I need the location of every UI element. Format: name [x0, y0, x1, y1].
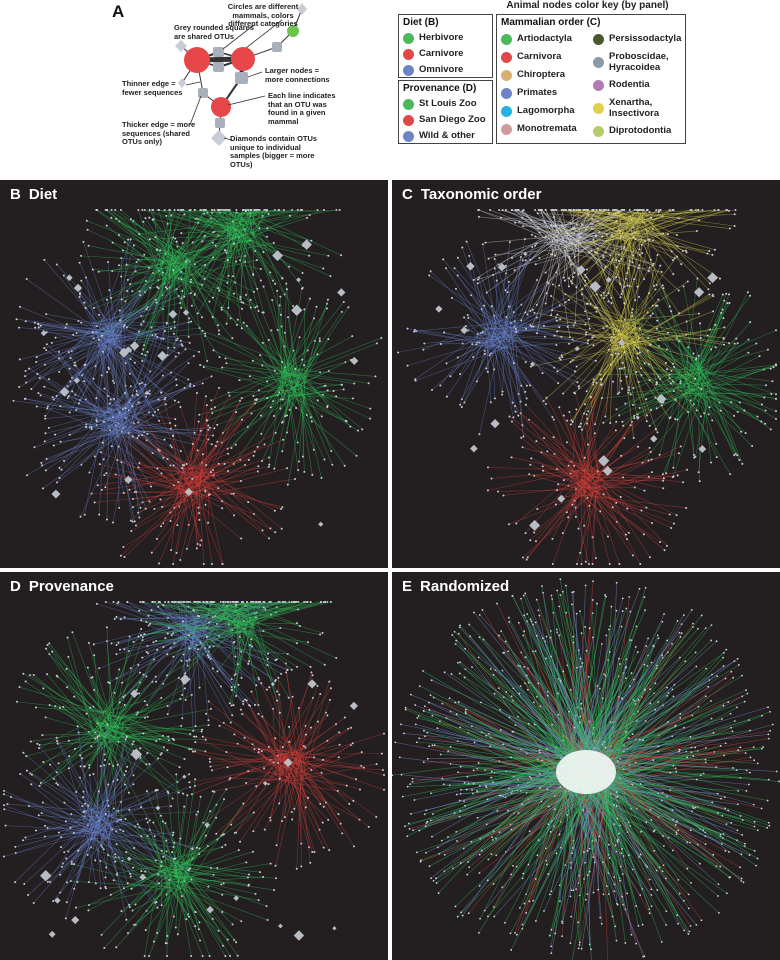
legend-item: St Louis Zoo	[399, 97, 492, 113]
legend-item: Diprotodontia	[589, 124, 685, 140]
legend-item: Artiodactyla	[497, 32, 589, 48]
legend-label: Carnivore	[419, 48, 464, 59]
color-swatch	[403, 49, 414, 60]
legend-label: Primates	[517, 87, 558, 98]
annotation-squares: Grey rounded squares are shared OTUs	[174, 23, 255, 41]
legend-item: Rodentia	[589, 78, 685, 94]
color-swatch	[501, 34, 512, 45]
legend-diet-box: Diet (B) Herbivore Carnivore Omnivore	[398, 14, 493, 78]
legend-label: Xenartha, Insectivora	[609, 97, 660, 119]
panel-a-letter: A	[112, 2, 125, 21]
panel-title: Provenance	[28, 578, 114, 595]
color-swatch	[403, 65, 414, 76]
legend-item: San Diego Zoo	[399, 113, 492, 129]
panel-a: A	[0, 0, 390, 178]
annotation-thicker-edge: Thicker edge = more sequences (shared OT…	[122, 120, 196, 146]
legend-item: Chiroptera	[497, 68, 589, 84]
legend-label: Chiroptera	[517, 69, 566, 80]
annotation-larger-nodes: Larger nodes = more connections	[265, 66, 330, 84]
color-swatch	[593, 57, 604, 68]
color-swatch	[593, 126, 604, 137]
legend-label: Herbivore	[419, 32, 464, 43]
panel-title: Randomized	[420, 578, 510, 595]
legend-label: Proboscidae, Hyracoidea	[609, 51, 669, 73]
color-swatch	[403, 99, 414, 110]
legend-label: Artiodactyla	[517, 33, 572, 44]
color-swatch	[501, 106, 512, 117]
legend-label: Omnivore	[419, 64, 464, 75]
color-swatch	[593, 34, 604, 45]
panel-c-taxonomic-order: C Taxonomic order	[392, 180, 780, 568]
legend-label: Rodentia	[609, 79, 650, 90]
panel-letter: E	[402, 578, 413, 595]
panel-title: Taxonomic order	[420, 186, 542, 203]
legend-item: Monotremata	[497, 122, 589, 138]
legend-item: Proboscidae, Hyracoidea	[589, 50, 685, 76]
legend-item: Herbivore	[399, 31, 492, 47]
legend-label: Wild & other	[419, 130, 475, 141]
network-graph	[397, 209, 777, 565]
legend-item: Wild & other	[399, 129, 492, 145]
legend-order-title: Mammalian order (C)	[501, 17, 601, 28]
legend-order-box: Mammalian order (C) Artiodactyla Carnivo…	[496, 14, 686, 144]
panel-b-diet: B Diet	[0, 180, 388, 568]
legend-item: Carnivore	[399, 47, 492, 63]
color-swatch	[403, 33, 414, 44]
legend-item: Carnivora	[497, 50, 589, 66]
color-swatch	[501, 52, 512, 63]
legend-label: St Louis Zoo	[419, 98, 477, 109]
legend-label: Persissodactyla	[609, 33, 682, 44]
legend-label: Diprotodontia	[609, 125, 672, 136]
panel-d-provenance: D Provenance	[0, 572, 388, 960]
panel-letter: D	[10, 578, 21, 595]
panel-d-title: D Provenance	[10, 578, 114, 595]
legend-item: Lagomorpha	[497, 104, 589, 120]
color-swatch	[501, 70, 512, 81]
legend-diet-title: Diet (B)	[403, 17, 439, 28]
legend-label: Carnivora	[517, 51, 562, 62]
annotation-each-line: Each line indicates that an OTU was foun…	[268, 91, 336, 126]
annotation-diamonds: Diamonds contain OTUs unique to individu…	[230, 134, 318, 169]
color-swatch	[501, 124, 512, 135]
panel-e-title: E Randomized	[402, 578, 509, 595]
panel-b-title: B Diet	[10, 186, 57, 203]
color-swatch	[593, 80, 604, 91]
panel-title: Diet	[28, 186, 58, 203]
panel-a-schematic	[175, 3, 307, 146]
network-graph	[12, 209, 383, 565]
legend-provenance-box: Provenance (D) St Louis Zoo San Diego Zo…	[398, 80, 493, 144]
panel-letter: C	[402, 186, 413, 203]
network-graph	[3, 601, 385, 957]
network-graph	[392, 578, 780, 960]
panel-letter: B	[10, 186, 21, 203]
color-swatch	[593, 103, 604, 114]
annotation-circles: Circles are different mammals, colors di…	[227, 2, 299, 28]
annotation-thinner-edge: Thinner edge = fewer sequences	[122, 79, 183, 97]
panel-e-randomized: E Randomized	[392, 572, 780, 960]
color-swatch	[501, 88, 512, 99]
legend-label: Lagomorpha	[517, 105, 575, 116]
legend-provenance-title: Provenance (D)	[403, 83, 477, 94]
legend-item: Xenartha, Insectivora	[589, 96, 685, 122]
color-swatch	[403, 131, 414, 142]
legend-title: Animal nodes color key (by panel)	[506, 0, 669, 11]
legend-item: Omnivore	[399, 63, 492, 79]
legend-label: San Diego Zoo	[419, 114, 486, 125]
legend-label: Monotremata	[517, 123, 577, 134]
color-swatch	[403, 115, 414, 126]
legend-item: Persissodactyla	[589, 32, 685, 48]
panel-c-title: C Taxonomic order	[402, 186, 541, 203]
legend-item: Primates	[497, 86, 589, 102]
